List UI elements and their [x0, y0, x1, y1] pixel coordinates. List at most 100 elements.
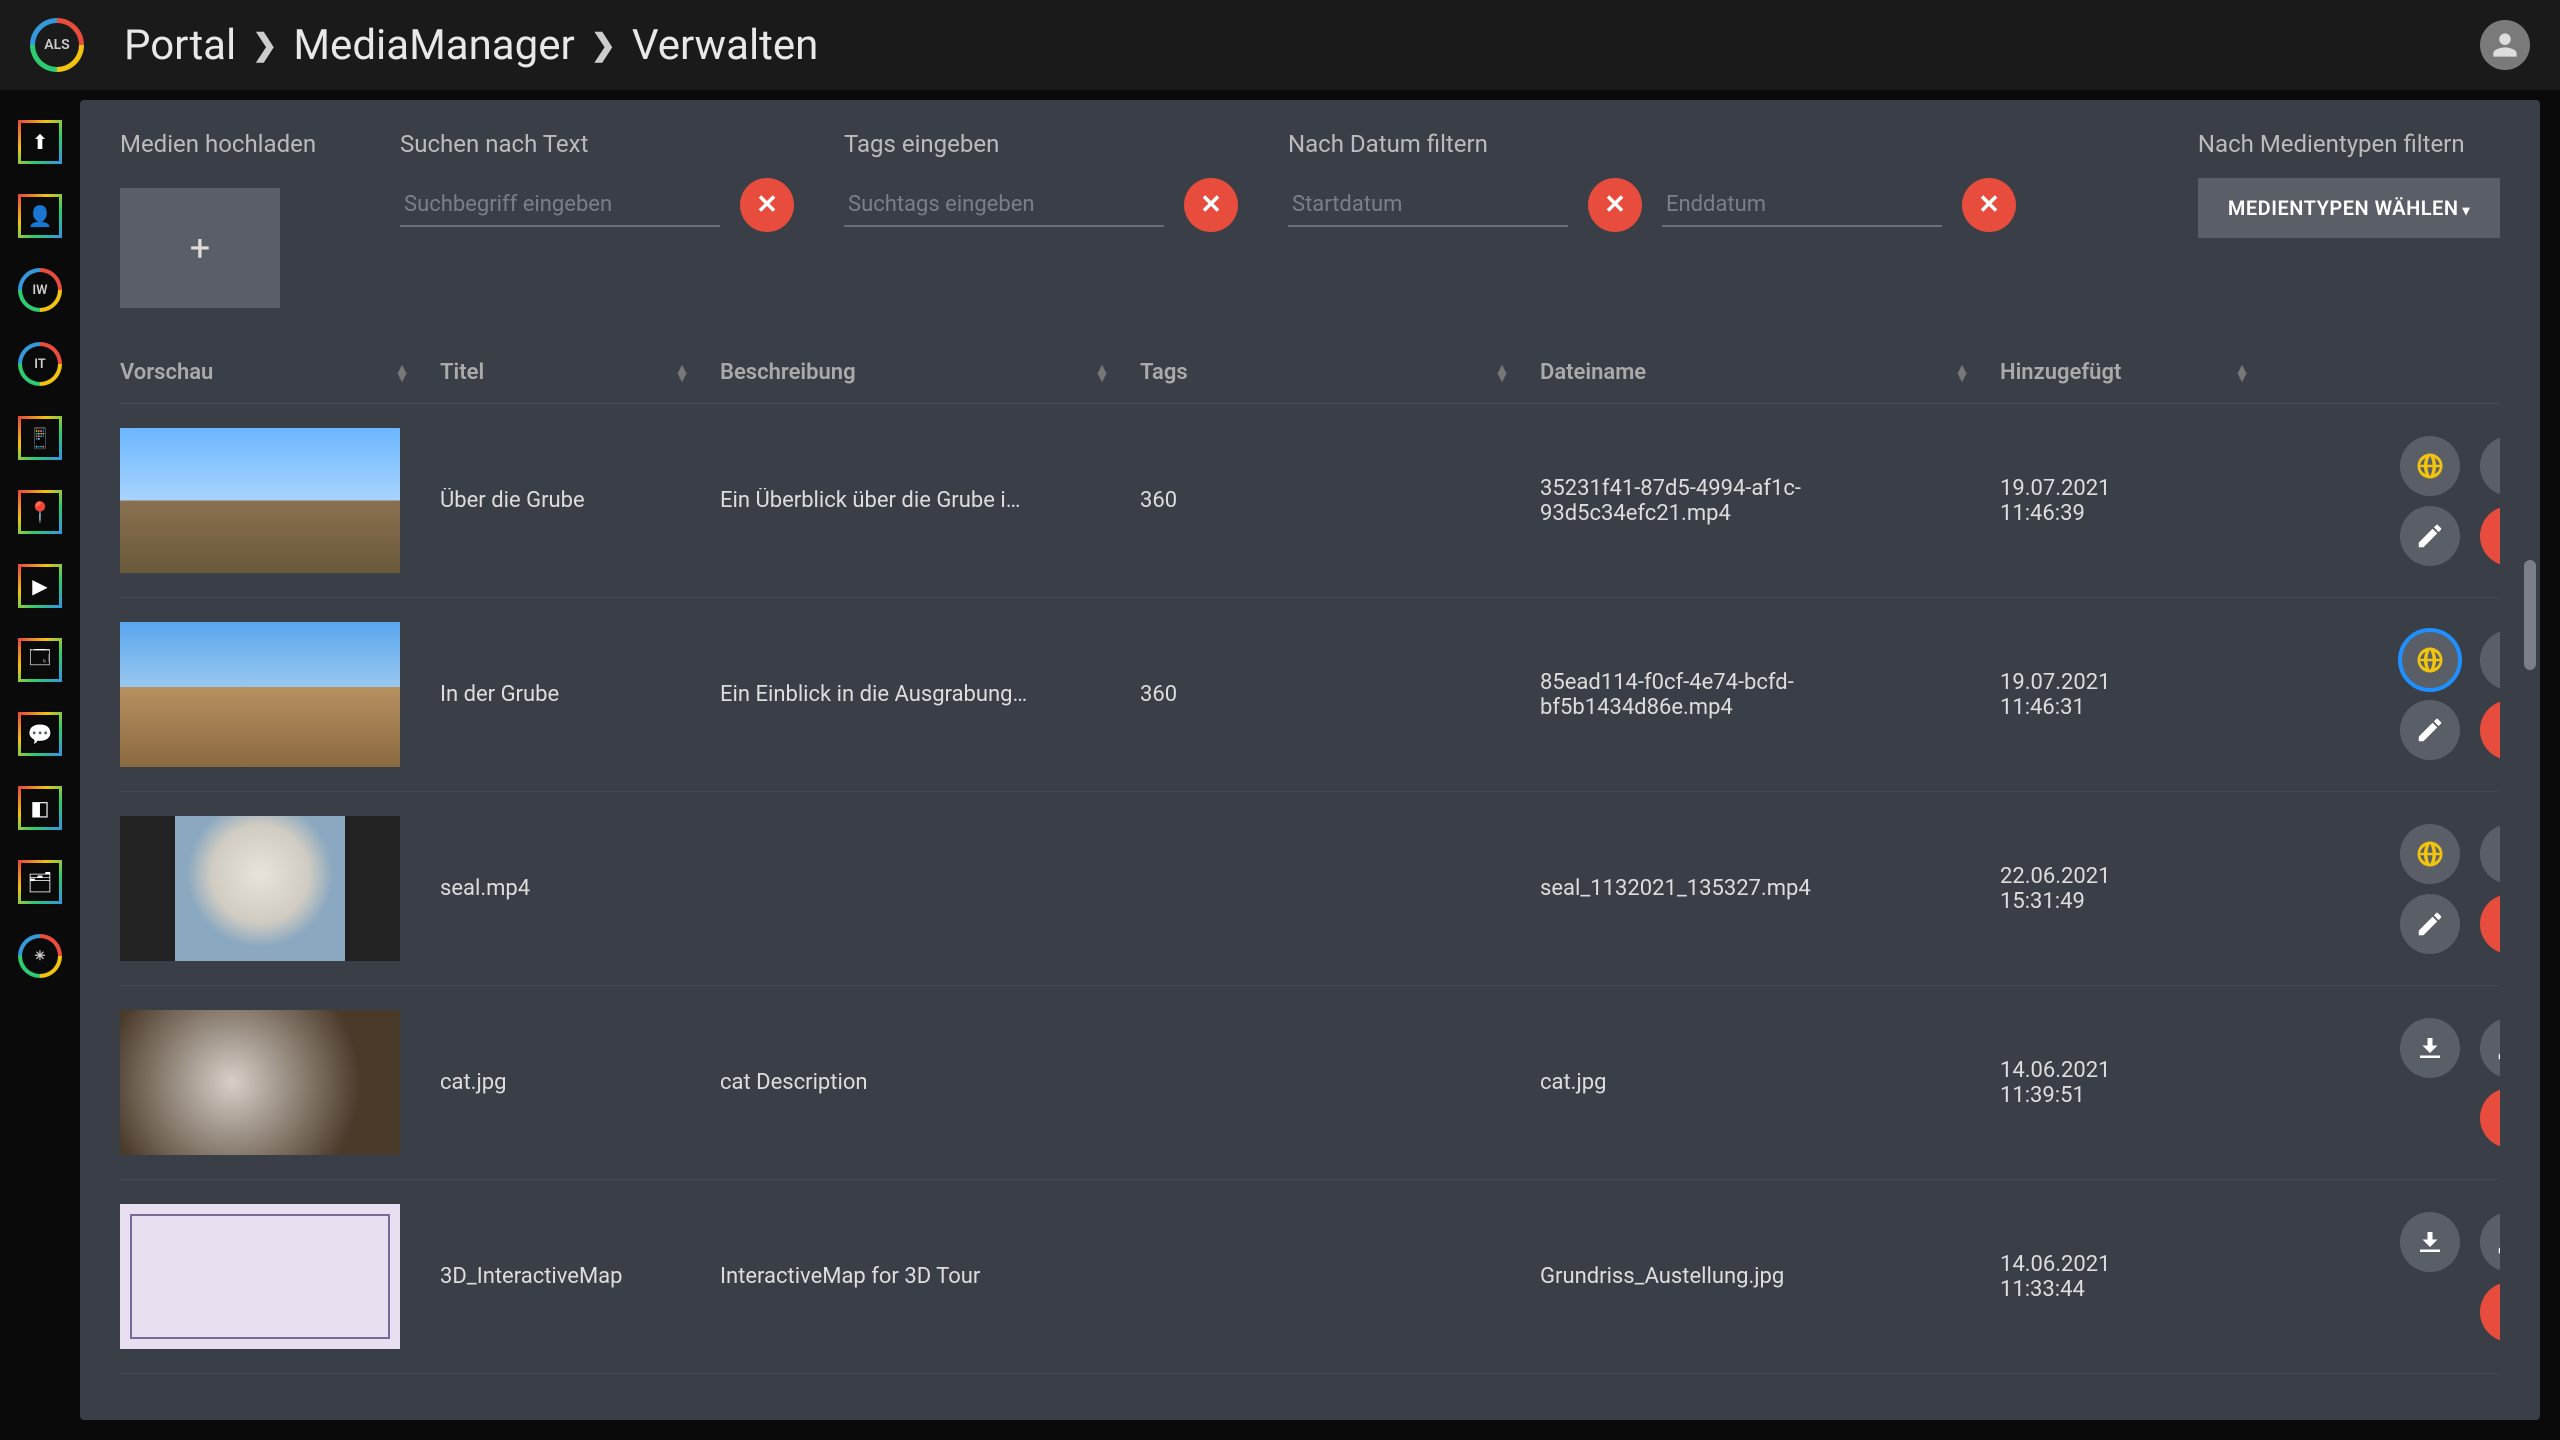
rail-item[interactable]: 👤	[18, 194, 62, 238]
table-body: Über die GrubeEin Überblick über die Gru…	[120, 404, 2500, 1374]
download-button[interactable]	[2400, 1212, 2460, 1272]
column-header[interactable]: Vorschau▲▼	[120, 360, 440, 385]
rail-item[interactable]: 🗂	[18, 860, 62, 904]
column-label: Tags	[1140, 360, 1188, 385]
rail-item[interactable]: ⬆	[18, 120, 62, 164]
user-avatar[interactable]	[2480, 20, 2530, 70]
edit-icon	[2415, 521, 2445, 551]
chevron-right-icon: ❯	[591, 28, 616, 63]
clear-tags-button[interactable]: ✕	[1184, 178, 1238, 232]
thumbnail[interactable]	[120, 428, 400, 573]
row-actions	[2280, 1212, 2500, 1342]
clear-start-date-button[interactable]: ✕	[1588, 178, 1642, 232]
edit-icon	[2495, 1033, 2500, 1063]
tags-input[interactable]	[844, 184, 1164, 227]
column-label: Beschreibung	[720, 360, 856, 385]
edit-button[interactable]	[2480, 1212, 2500, 1272]
column-label: Dateiname	[1540, 360, 1646, 385]
table-row: In der GrubeEin Einblick in die Ausgrabu…	[120, 598, 2500, 792]
rail-item[interactable]: ▶	[18, 564, 62, 608]
rail-icon: ▶	[32, 574, 47, 598]
delete-button[interactable]	[2480, 1282, 2500, 1342]
topbar: ALS Portal ❯ MediaManager ❯ Verwalten	[0, 0, 2560, 90]
start-date-input[interactable]	[1288, 184, 1568, 227]
download-icon	[2495, 645, 2500, 675]
edit-button[interactable]	[2480, 1018, 2500, 1078]
thumbnail[interactable]	[120, 1204, 400, 1349]
edit-button[interactable]	[2400, 506, 2460, 566]
delete-button[interactable]	[2480, 700, 2500, 760]
download-button[interactable]	[2480, 824, 2500, 884]
scrollbar[interactable]	[2524, 560, 2536, 670]
cell-date: 19.07.202111:46:31	[2000, 670, 2280, 720]
rail-item[interactable]: ✳	[18, 934, 62, 978]
logo-text: ALS	[35, 23, 79, 67]
media-table: Vorschau▲▼Titel▲▼Beschreibung▲▼Tags▲▼Dat…	[120, 348, 2500, 1374]
rail-icon: ◧	[31, 796, 50, 820]
rail-item[interactable]: IT	[18, 342, 62, 386]
rail-icon: 💬	[28, 722, 53, 746]
delete-button[interactable]	[2480, 894, 2500, 954]
globe-button[interactable]	[2400, 630, 2460, 690]
breadcrumb-portal[interactable]: Portal	[124, 21, 236, 70]
clear-end-date-button[interactable]: ✕	[1962, 178, 2016, 232]
column-header[interactable]: Titel▲▼	[440, 360, 720, 385]
edit-button[interactable]	[2400, 700, 2460, 760]
rail-item[interactable]: 📍	[18, 490, 62, 534]
thumbnail[interactable]	[120, 816, 400, 961]
cell-file: seal_1132021_135327.mp4	[1540, 876, 2000, 901]
delete-button[interactable]	[2480, 1088, 2500, 1148]
thumbnail[interactable]	[120, 1010, 400, 1155]
rail-item[interactable]: IW	[18, 268, 62, 312]
rail-item[interactable]: 💬	[18, 712, 62, 756]
cell-title: 3D_InteractiveMap	[440, 1264, 720, 1289]
globe-button[interactable]	[2400, 436, 2460, 496]
cell-title: cat.jpg	[440, 1070, 720, 1095]
download-button[interactable]	[2400, 1018, 2460, 1078]
globe-button[interactable]	[2400, 824, 2460, 884]
search-input[interactable]	[400, 184, 720, 227]
left-rail: ⬆ 👤 IW IT 📱 📍 ▶ 🗔 💬 ◧ 🗂 ✳	[0, 90, 80, 1440]
column-header[interactable]: Beschreibung ▲▼	[720, 360, 1140, 385]
table-row: seal.mp4seal_1132021_135327.mp422.06.202…	[120, 792, 2500, 986]
app-logo[interactable]: ALS	[30, 18, 84, 72]
download-button[interactable]	[2480, 630, 2500, 690]
cell-date: 14.06.202111:33:44	[2000, 1252, 2280, 1302]
upload-label: Medien hochladen	[120, 130, 350, 158]
edit-icon	[2415, 909, 2445, 939]
upload-button[interactable]: +	[120, 188, 280, 308]
rail-item[interactable]: ◧	[18, 786, 62, 830]
column-header[interactable]: Dateiname ▲▼	[1540, 360, 2000, 385]
cell-title: In der Grube	[440, 682, 720, 707]
rail-item[interactable]: 📱	[18, 416, 62, 460]
rail-icon: 🗂	[27, 870, 52, 894]
sort-icon: ▲▼	[1954, 365, 1970, 381]
clear-search-button[interactable]: ✕	[740, 178, 794, 232]
sort-icon: ▲▼	[1094, 365, 1110, 381]
table-row: cat.jpgcat Descriptioncat.jpg14.06.20211…	[120, 986, 2500, 1180]
rail-icon: ⬆	[32, 130, 49, 154]
rail-icon: 👤	[28, 204, 53, 228]
thumbnail[interactable]	[120, 622, 400, 767]
download-icon	[2415, 1033, 2445, 1063]
cell-file: 85ead114-f0cf-4e74-bcfd-bf5b1434d86e.mp4	[1540, 670, 2000, 720]
cell-desc: InteractiveMap for 3D Tour	[720, 1264, 1140, 1289]
end-date-input[interactable]	[1662, 184, 1942, 227]
column-header[interactable]: Hinzugefügt▲▼	[2000, 360, 2280, 385]
cell-tags: 360	[1140, 682, 1540, 707]
mediatype-label: Nach Medientypen filtern	[2198, 130, 2500, 158]
download-button[interactable]	[2480, 436, 2500, 496]
edit-button[interactable]	[2400, 894, 2460, 954]
rail-item-label: ✳	[22, 938, 58, 974]
rail-item[interactable]: 🗔	[18, 638, 62, 682]
cell-file: 35231f41-87d5-4994-af1c-93d5c34efc21.mp4	[1540, 476, 2000, 526]
mediatype-select[interactable]: MEDIENTYPEN WÄHLEN	[2198, 178, 2500, 238]
cell-title: Über die Grube	[440, 488, 720, 513]
column-header[interactable]: Tags▲▼	[1140, 360, 1540, 385]
edit-icon	[2415, 715, 2445, 745]
breadcrumb-mediamanager[interactable]: MediaManager	[293, 21, 574, 70]
delete-button[interactable]	[2480, 506, 2500, 566]
trash-icon	[2495, 715, 2500, 745]
sort-icon: ▲▼	[394, 365, 410, 381]
cell-tags: 360	[1140, 488, 1540, 513]
